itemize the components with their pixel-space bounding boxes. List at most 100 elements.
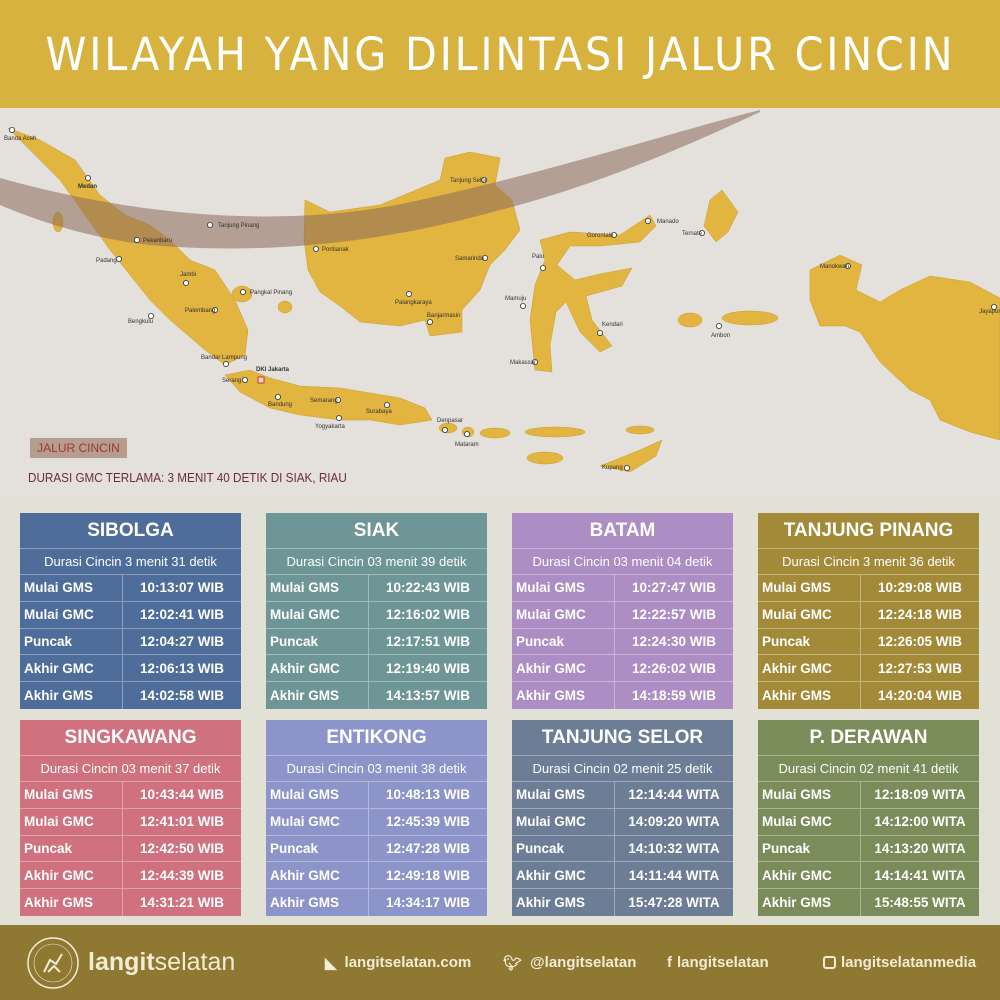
location-table: SINGKAWANG Durasi Cincin 03 menit 37 deti… [20, 720, 241, 916]
longest-duration-note: DURASI GMC TERLAMA: 3 MENIT 40 DETIK DI … [28, 470, 347, 485]
phase-label: Mulai GMC [758, 601, 861, 628]
instagram-link[interactable]: langitselatanmedia [823, 925, 976, 1000]
phase-label: Akhir GMC [266, 655, 369, 682]
table-row: Mulai GMS 10:22:43 WIB [266, 575, 487, 602]
city-label: Denpasar [437, 418, 463, 424]
belitung-island [277, 300, 293, 314]
city-label: Jambi [180, 272, 196, 278]
phase-label: Mulai GMC [20, 808, 123, 835]
city-marker: Manado [645, 217, 679, 225]
city-marker: Kendari [597, 322, 623, 336]
city-label: Bandung [268, 402, 292, 408]
city-dot-icon [611, 231, 618, 238]
location-tables: SIBOLGA Durasi Cincin 3 menit 31 detik Mul… [0, 498, 1000, 925]
phase-label: Mulai GMC [20, 601, 123, 628]
city-marker: DKI Jakarta [256, 367, 290, 384]
city-marker: Banda Aceh [4, 127, 36, 142]
city-label: DKI Jakarta [256, 367, 290, 373]
twitter-text: @langitselatan [530, 954, 637, 971]
phase-time: 12:42:50 WIB [139, 840, 225, 856]
city-label: Mataram [455, 442, 479, 448]
phase-time: 10:29:08 WIB [877, 580, 963, 596]
city-dot-icon [85, 174, 92, 181]
city-label: Kendari [602, 322, 623, 328]
table-row: Akhir GMS 14:18:59 WIB [512, 682, 733, 709]
twitter-link[interactable]: 🐦︎ @langitselatan [503, 925, 636, 1000]
phase-time: 10:43:44 WIB [139, 787, 225, 803]
landmass [7, 127, 1000, 473]
phase-time: 14:13:57 WIB [385, 688, 471, 704]
phase-label: Akhir GMS [512, 889, 615, 916]
phase-label: Akhir GMC [266, 862, 369, 889]
city-label: Samarinda [455, 256, 485, 262]
city-dot-icon [312, 245, 319, 252]
phase-time: 14:02:58 WIB [139, 688, 225, 704]
ring-duration: Durasi Cincin 03 menit 38 detik [266, 756, 487, 782]
table-row: Puncak 12:24:30 WIB [512, 628, 733, 656]
phase-time: 12:26:05 WIB [877, 633, 963, 649]
table-row: Puncak 12:47:28 WIB [266, 835, 487, 863]
phase-label: Mulai GMC [512, 808, 615, 835]
city-label: Palangkaraya [395, 300, 432, 306]
borneo-island [303, 151, 521, 337]
city-marker: Mamuju [505, 296, 526, 309]
city-marker: Jambi [180, 272, 196, 286]
city-label: Bengkulu [128, 319, 153, 325]
halmahera-island [703, 189, 739, 243]
city-marker: Palu [532, 254, 547, 271]
table-row: Akhir GMC 12:44:39 WIB [20, 862, 241, 890]
phase-time: 14:13:20 WITA [874, 840, 966, 856]
city-dot-icon [991, 303, 998, 310]
table-row: Puncak 14:13:20 WITA [758, 835, 979, 863]
location-name: P. DERAWAN [758, 720, 979, 756]
city-marker: Mataram [455, 430, 479, 448]
city-marker: Pangkal Pinang [239, 288, 292, 296]
table-row: Mulai GMS 10:27:47 WIB [512, 575, 733, 602]
city-marker: Makassar [510, 358, 539, 366]
city-marker: Palangkaraya [395, 290, 432, 306]
city-label: Manado [657, 219, 679, 225]
city-dot-icon [624, 464, 631, 471]
ring-duration: Durasi Cincin 3 menit 31 detik [20, 549, 241, 575]
city-dot-icon [147, 312, 154, 319]
table-row: Akhir GMC 12:06:13 WIB [20, 655, 241, 683]
phase-label: Akhir GMS [758, 889, 861, 916]
phase-label: Puncak [266, 628, 369, 655]
ring-duration: Durasi Cincin 02 menit 25 detik [512, 756, 733, 782]
city-marker: Manokwari [820, 262, 852, 270]
city-marker: Ternate [682, 229, 706, 237]
phase-label: Akhir GMC [20, 862, 123, 889]
table-row: Mulai GMC 12:22:57 WIB [512, 601, 733, 629]
city-marker: Tanjung Selor [450, 176, 487, 184]
city-dot-icon [206, 221, 213, 228]
city-marker: Banjarmasin [426, 313, 460, 325]
table-row: Mulai GMC 12:02:41 WIB [20, 601, 241, 629]
table-row: Akhir GMC 12:19:40 WIB [266, 655, 487, 683]
city-marker: Yogyakarta [315, 414, 345, 430]
table-row: Akhir GMC 14:11:44 WITA [512, 862, 733, 890]
brand-name: langit selatan [88, 925, 235, 1000]
seram-island [721, 310, 779, 326]
buru-island [677, 312, 703, 328]
city-marker: Gorontalo [587, 231, 618, 239]
phase-time: 10:13:07 WIB [139, 580, 225, 596]
facebook-link[interactable]: f langitselatan [667, 925, 769, 1000]
phase-time: 10:27:47 WIB [631, 580, 717, 596]
location-table: P. DERAWAN Durasi Cincin 02 menit 41 deti… [758, 720, 979, 916]
phase-label: Puncak [266, 835, 369, 862]
city-label: Surabaya [366, 409, 392, 415]
city-dot-icon [463, 430, 470, 437]
indonesia-map: Banda Aceh Medan Tanjung Pinang Pekanbaru Pa… [0, 108, 1000, 498]
phase-label: Puncak [512, 628, 615, 655]
location-name: SIBOLGA [20, 513, 241, 549]
phase-time: 14:14:41 WITA [874, 867, 966, 883]
city-dot-icon [520, 302, 527, 309]
table-row: Puncak 14:10:32 WITA [512, 835, 733, 863]
website-link[interactable]: ◣ langitselatan.com [325, 925, 471, 1000]
phase-time: 14:34:17 WIB [385, 895, 471, 911]
phase-label: Mulai GMS [512, 782, 615, 808]
facebook-icon: f [667, 954, 672, 971]
phase-time: 12:04:27 WIB [139, 633, 225, 649]
city-label: Ambon [711, 333, 730, 339]
city-marker: Denpasar [437, 418, 463, 433]
